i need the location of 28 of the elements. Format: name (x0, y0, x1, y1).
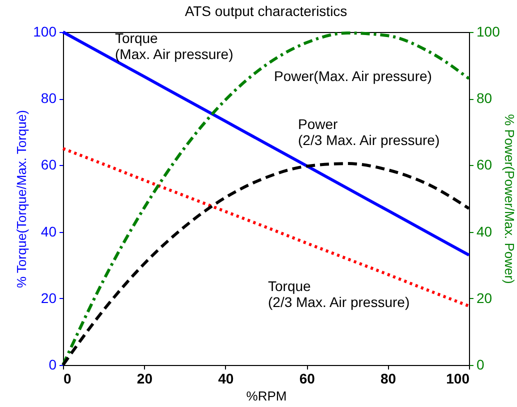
y2-tick-label: 80 (476, 90, 492, 106)
y-tick-label: 80 (40, 90, 57, 106)
x-tick-label: 40 (218, 370, 234, 386)
annotation: Torque (Max. Air pressure) (115, 30, 234, 62)
x-tick-label: 80 (380, 370, 396, 386)
y2-tick-label: 20 (476, 290, 492, 306)
x-tick-label: 100 (446, 370, 470, 386)
y2-tick-label: 100 (476, 24, 500, 40)
chart-title: ATS output characteristics (184, 3, 348, 19)
y-tick-label: 40 (40, 223, 57, 240)
annotation: Power(Max. Air pressure) (274, 68, 432, 84)
y2-tick-label: 60 (476, 156, 492, 173)
x-axis-title: %RPM (246, 388, 287, 404)
y-tick-label: 20 (40, 290, 57, 306)
y2-axis-title: % Power(Power/Max. Power) (502, 114, 517, 284)
x-tick-label: 0 (64, 370, 72, 386)
line-series (62, 32, 470, 366)
x-tick-label: 60 (299, 370, 316, 386)
x-tick-label: 20 (136, 370, 153, 386)
y-tick-label: 60 (40, 156, 57, 173)
y-axis-title: % Torque(Torque/Max. Torque) (14, 110, 30, 288)
annotation: Power (2/3 Max. Air pressure) (298, 116, 440, 148)
y2-tick-label: 40 (476, 223, 492, 240)
y-tick-label: 0 (48, 356, 57, 372)
y-tick-label: 100 (33, 24, 57, 40)
line-series (62, 147, 470, 308)
y2-tick-label: 0 (476, 356, 484, 372)
annotation: Torque (2/3 Max. Air pressure) (268, 278, 410, 310)
